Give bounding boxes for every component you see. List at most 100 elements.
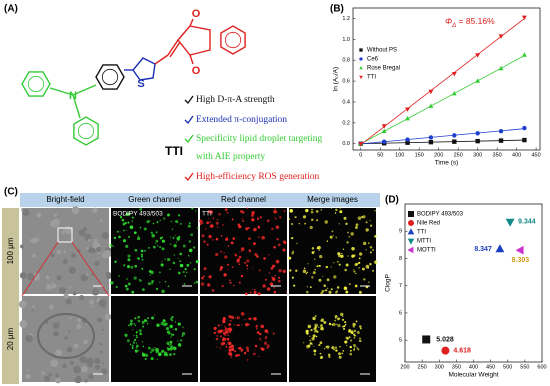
fluorescence — [273, 290, 277, 294]
texture — [48, 373, 52, 377]
fluorescence — [126, 278, 128, 280]
point-label: 5.028 — [436, 336, 454, 343]
fluorescence — [318, 326, 320, 328]
texture — [56, 249, 62, 255]
fluorescence — [207, 283, 211, 287]
data-point — [498, 34, 504, 39]
texture — [64, 226, 73, 234]
fluorescence — [203, 267, 207, 271]
fluorescence — [169, 324, 173, 329]
fluorescence — [226, 337, 230, 341]
fluorescence — [251, 218, 255, 222]
fluorescence — [177, 271, 181, 275]
fluorescence — [154, 346, 156, 349]
fluorescence — [224, 337, 227, 340]
texture — [102, 362, 105, 365]
fluorescence — [258, 355, 260, 358]
y-tick-label: 9 — [399, 229, 402, 235]
fluorescence — [374, 210, 376, 212]
fluorescence — [254, 352, 257, 355]
fluorescence — [123, 264, 126, 267]
fluorescence — [320, 324, 323, 328]
fluorescence — [309, 335, 311, 337]
fluorescence — [232, 284, 235, 287]
fluorescence — [151, 316, 155, 320]
fluorescence — [195, 210, 197, 212]
data-point — [475, 78, 481, 83]
fluorescence — [288, 218, 290, 220]
fluorescence — [342, 248, 345, 250]
fluorescence — [348, 236, 350, 238]
fluorescence — [241, 250, 243, 252]
fluorescence — [206, 221, 210, 225]
fluorescence — [288, 256, 292, 260]
fluorescence — [154, 242, 156, 244]
fluorescence — [200, 282, 205, 286]
fluorescence — [125, 212, 130, 217]
fluorescence — [340, 312, 344, 317]
y-tick-label: 0.0 — [342, 141, 350, 147]
fluorescence — [353, 347, 356, 349]
fluorescence — [183, 283, 186, 285]
fluorescence — [318, 264, 321, 267]
fluorescence — [142, 325, 145, 328]
fluorescence — [237, 223, 240, 226]
fluorescence — [163, 350, 165, 353]
fluorescence — [374, 260, 378, 264]
fluorescence — [363, 278, 366, 281]
column-header: Merge images — [307, 195, 358, 204]
fluorescence — [144, 357, 147, 361]
fluorescence — [295, 269, 298, 273]
fluorescence — [315, 335, 318, 338]
texture — [68, 266, 76, 274]
texture — [101, 328, 104, 331]
fluorescence — [169, 236, 172, 238]
fluorescence — [147, 346, 151, 350]
fluorescence — [152, 245, 156, 249]
fluorescence — [358, 339, 362, 343]
fluorescence — [306, 290, 309, 294]
fluorescence — [253, 352, 255, 354]
legend-marker — [408, 220, 414, 226]
fluorescence — [325, 346, 328, 348]
fluorescence — [234, 350, 236, 352]
legend-marker — [359, 48, 363, 52]
fluorescence — [311, 276, 314, 279]
fluorescence — [137, 319, 141, 323]
fluorescence — [304, 222, 306, 225]
fluorescence — [259, 332, 262, 336]
fluorescence — [253, 317, 257, 321]
texture — [29, 239, 33, 243]
fluorescence — [245, 346, 249, 350]
fluorescence — [262, 284, 266, 288]
fluorescence — [142, 323, 144, 325]
fluorescence — [208, 218, 210, 220]
data-point — [475, 131, 480, 136]
fluorescence — [118, 275, 120, 277]
y-tick-label: 0.6 — [342, 79, 350, 85]
data-point — [475, 53, 481, 58]
fluorescence — [314, 315, 317, 318]
fluorescence — [229, 279, 231, 282]
fluorescence — [259, 216, 263, 219]
fluorescence — [270, 267, 274, 270]
fluorescence — [141, 352, 144, 354]
fluorescence — [165, 353, 169, 357]
legend-label: TTI — [367, 75, 376, 81]
fluorescence — [240, 350, 243, 352]
data-point — [451, 91, 457, 96]
texture — [92, 207, 98, 214]
texture — [105, 271, 112, 278]
fluorescence — [134, 317, 137, 320]
fluorescence — [355, 346, 357, 348]
fluorescence — [134, 264, 138, 268]
texture — [65, 298, 72, 305]
fluorescence — [121, 218, 125, 222]
fluorescence — [131, 290, 135, 294]
fluorescence — [303, 342, 305, 344]
fluorescence — [261, 235, 265, 240]
legend-label: TTI — [417, 230, 426, 236]
fluorescence — [260, 324, 264, 329]
texture — [101, 231, 110, 240]
fluorescence — [333, 275, 337, 279]
